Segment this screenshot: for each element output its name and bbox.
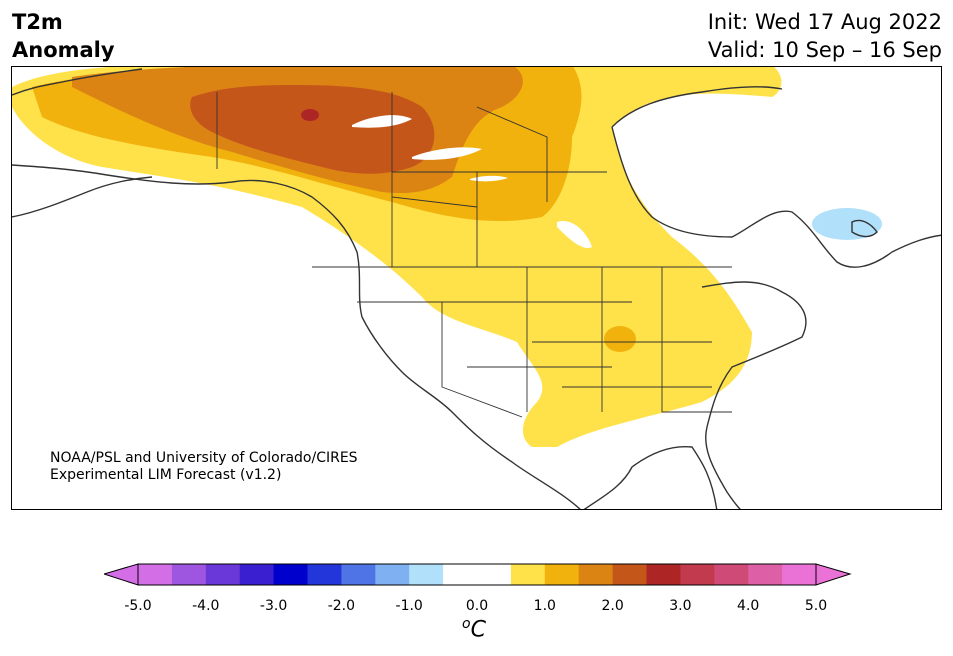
colorbar-bin	[680, 564, 715, 585]
colorbar-bins	[138, 564, 817, 585]
colorbar-bin	[646, 564, 681, 585]
anomaly-region-light-blue	[812, 208, 882, 240]
colorbar-bin	[138, 564, 173, 585]
anomaly-region-red	[301, 109, 319, 121]
anomaly-map: NOAA/PSL and University of Colorado/CIRE…	[11, 66, 942, 510]
colorbar-bin	[612, 564, 647, 585]
colorbar-over-arrow	[815, 563, 852, 586]
forecast-dates: Init: Wed 17 Aug 2022 Valid: 10 Sep – 16…	[708, 8, 942, 64]
credit-line-1: NOAA/PSL and University of Colorado/CIRE…	[50, 450, 358, 466]
colorbar-tick-label: -2.0	[327, 598, 356, 614]
colorbar-tick-label: 3.0	[669, 598, 692, 614]
lake-shape	[557, 221, 592, 248]
colorbar-bin	[239, 564, 275, 585]
map-credit: NOAA/PSL and University of Colorado/CIRE…	[50, 450, 358, 484]
colorbar-bin	[748, 564, 783, 585]
anomaly-gap-white	[612, 77, 941, 509]
colorbar-bin	[544, 564, 580, 585]
colorbar	[104, 563, 852, 586]
coastlines	[12, 68, 941, 509]
unit-letter: C	[470, 617, 486, 643]
colorbar-outline	[137, 563, 817, 586]
colorbar-tick-label: 5.0	[804, 598, 828, 614]
borders	[216, 92, 732, 418]
lake-shape	[352, 115, 412, 128]
credit-line-2: Experimental LIM Forecast (v1.2)	[50, 467, 282, 483]
colorbar-unit: oC	[462, 616, 486, 642]
lake-shape	[412, 147, 482, 160]
colorbar-bin	[205, 564, 241, 585]
title-line-2: Anomaly	[12, 38, 115, 62]
colorbar-bin	[510, 564, 546, 585]
colorbar-under-arrow	[104, 563, 139, 586]
colorbar-bin	[375, 564, 410, 585]
anomaly-region-yellow	[12, 67, 782, 447]
colorbar-bin	[409, 564, 444, 585]
anomaly-region-red-orange	[190, 85, 435, 174]
map-canvas	[12, 67, 941, 509]
map-title: T2m Anomaly	[12, 8, 115, 64]
colorbar-bin	[341, 564, 376, 585]
colorbar-tick-label: 4.0	[737, 598, 760, 614]
colorbar-bin	[714, 564, 749, 585]
colorbar-tick-label: 2.0	[601, 598, 624, 614]
title-line-1: T2m	[12, 10, 63, 34]
colorbar-tick-label: -1.0	[395, 598, 423, 614]
valid-date: Valid: 10 Sep – 16 Sep	[707, 38, 942, 62]
colorbar-bin	[273, 564, 308, 585]
colorbar-bin	[171, 564, 207, 585]
colorbar-bin	[477, 564, 512, 585]
colorbar-tick-label: 0.0	[465, 598, 489, 614]
colorbar-tick-label: -4.0	[192, 598, 220, 614]
colorbar-tick-label: -3.0	[259, 598, 288, 614]
colorbar-bin	[307, 564, 342, 585]
colorbar-bin	[443, 564, 478, 585]
anomaly-midwest-orange	[604, 326, 636, 352]
init-date: Init: Wed 17 Aug 2022	[707, 10, 942, 34]
colorbar-bin	[578, 564, 614, 585]
lake-shape	[470, 175, 508, 182]
colorbar-tick-label: -5.0	[124, 598, 152, 614]
unit-degree: o	[462, 616, 471, 632]
colorbar-bin	[782, 564, 817, 585]
colorbar-tick-label: 1.0	[533, 598, 556, 614]
